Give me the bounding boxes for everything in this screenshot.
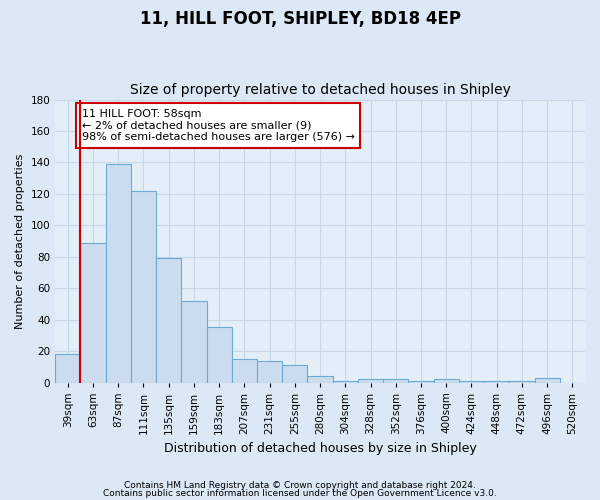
Text: 11 HILL FOOT: 58sqm
← 2% of detached houses are smaller (9)
98% of semi-detached: 11 HILL FOOT: 58sqm ← 2% of detached hou… [82,109,355,142]
Title: Size of property relative to detached houses in Shipley: Size of property relative to detached ho… [130,83,511,97]
Bar [535,378,560,382]
Bar [181,301,206,382]
Bar [232,359,257,382]
Bar [80,242,106,382]
X-axis label: Distribution of detached houses by size in Shipley: Distribution of detached houses by size … [164,442,476,455]
Text: Contains HM Land Registry data © Crown copyright and database right 2024.: Contains HM Land Registry data © Crown c… [124,481,476,490]
Bar [509,381,535,382]
Text: Contains public sector information licensed under the Open Government Licence v3: Contains public sector information licen… [103,488,497,498]
Text: 11, HILL FOOT, SHIPLEY, BD18 4EP: 11, HILL FOOT, SHIPLEY, BD18 4EP [139,10,461,28]
Bar [55,354,80,382]
Bar [459,381,484,382]
Bar [484,381,509,382]
Bar [383,380,409,382]
Bar [131,190,156,382]
Bar [332,381,358,382]
Bar [257,360,282,382]
Bar [358,380,383,382]
Bar [156,258,181,382]
Bar [409,381,434,382]
Bar [206,328,232,382]
Bar [106,164,131,382]
Bar [307,376,332,382]
Bar [434,380,459,382]
Y-axis label: Number of detached properties: Number of detached properties [15,154,25,328]
Bar [282,365,307,382]
